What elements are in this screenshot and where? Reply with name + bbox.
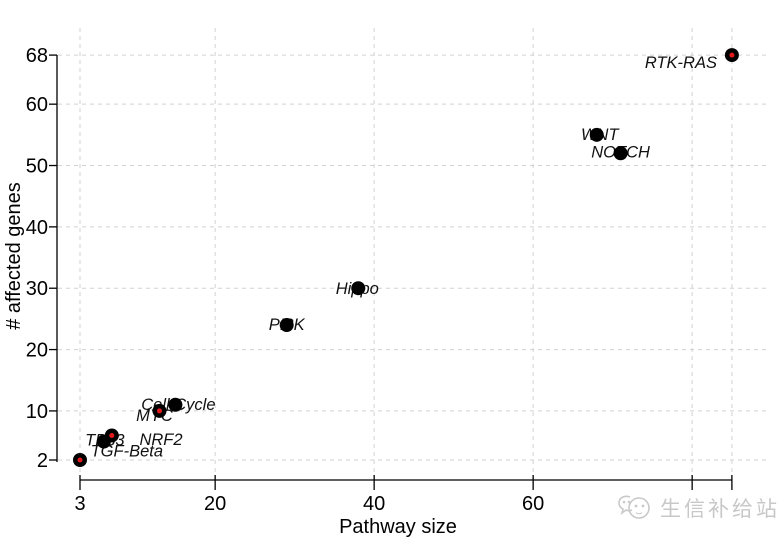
x-tick-label-40: 40 [363,493,385,515]
x-tick-label-60: 60 [522,493,544,515]
y-tick-label-50: 50 [26,156,48,178]
point-center-dot [77,457,83,463]
x-axis-title: Pathway size [339,516,457,538]
point-label-nrf2: NRF2 [139,431,182,449]
point-dot [279,318,294,333]
point-dot [613,146,628,161]
data-point-wnt [589,127,604,142]
data-point-rtk-ras [724,48,739,63]
y-tick-label-10: 10 [26,401,48,423]
point-dot [168,397,183,412]
point-label-tgf-beta: TGF-Beta [91,442,163,460]
point-label-rtk-ras: RTK-RAS [645,54,717,72]
data-point-nrf2 [73,453,87,467]
y-tick-label-40: 40 [26,217,48,239]
gridlines [58,28,766,480]
data-point-hippo [351,281,366,296]
y-tick-label-2: 2 [37,450,48,472]
point-center-dot [157,408,162,414]
data-point-pi3k [279,318,294,333]
data-point-notch [613,146,628,161]
y-tick-label-60: 60 [26,94,48,116]
data-point-myc [152,403,167,418]
data-points [73,48,739,467]
point-dot [351,281,366,296]
point-dot [589,127,604,142]
y-tick-label-20: 20 [26,340,48,362]
data-point-cell-cycle [168,397,183,412]
data-point-tgf-beta [104,428,119,443]
y-tick-label-68: 68 [26,45,48,67]
tick-labels: 2 10 20 30 40 50 60 68 3 20 40 60 [26,45,545,515]
point-center-dot [729,52,735,58]
point-center-dot [109,432,115,438]
x-tick-label-3: 3 [74,493,85,515]
x-tick-label-20: 20 [204,493,226,515]
y-tick-label-30: 30 [26,278,48,300]
axes [49,54,733,490]
y-axis-title: # affected genes [3,182,25,330]
